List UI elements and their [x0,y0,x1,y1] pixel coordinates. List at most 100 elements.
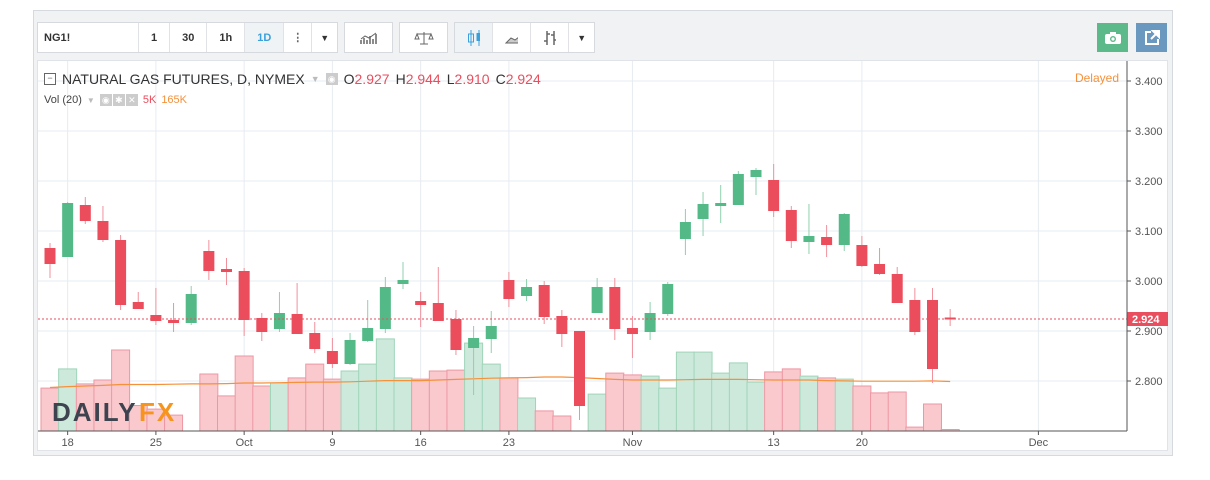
volume-bar [375,338,395,432]
date-tick-label: 16 [415,437,427,449]
volume-settings-icon[interactable]: ✱ [112,94,125,106]
interval-1d[interactable]: 1D [245,23,285,52]
popout-button[interactable] [1136,23,1167,52]
indicators-icon [359,32,377,44]
volume-eye-icon[interactable]: ◉ [99,94,112,106]
candle-body [150,315,162,321]
more-intervals-icon[interactable]: ⋮ [284,23,313,52]
candle-body [538,285,550,317]
volume-bar [834,378,854,432]
candle-body [927,300,938,369]
price-tick-label: 3.300 [1135,126,1163,138]
date-tick-label: Dec [1029,437,1049,449]
candle-body [273,313,285,329]
chart-panel[interactable]: 3.400 3.300 3.200 3.100 3.000 2.900 2.800 18 25 O… [37,60,1168,451]
low-value: 2.910 [454,71,490,87]
bars-button[interactable] [531,23,570,52]
collapse-icon[interactable]: − [44,73,56,85]
volume-bar [605,372,625,432]
candle-body [574,331,585,406]
candle-body [856,245,868,266]
candle-body [785,210,797,241]
volume-bar [693,351,713,432]
date-tick-label: 25 [150,437,162,449]
chart-type-dropdown-icon[interactable]: ▼ [577,32,587,43]
candle-body [168,320,180,323]
chart-toolbar: NG1! 1 30 1h 1D ⋮ ▼ ▼ [37,22,596,53]
date-tick-label: 13 [768,437,780,449]
candle-body [768,180,780,211]
indicators-button[interactable] [345,23,392,52]
volume-bar [287,377,307,432]
interval-1h[interactable]: 1h [207,23,246,52]
volume-ma-line [49,376,951,389]
price-tick-label: 3.100 [1135,226,1163,238]
interval-30[interactable]: 30 [170,23,208,52]
screenshot-button[interactable] [1097,23,1128,52]
candle-body [662,284,674,314]
volume-bar [358,363,378,432]
series-dropdown-icon[interactable]: ▼ [310,74,320,84]
candle-body [609,287,621,329]
volume-close-icon[interactable]: ✕ [125,94,138,106]
visibility-eye-icon[interactable]: ◉ [325,73,338,85]
date-tick-label: 23 [503,437,515,449]
interval-dropdown-icon[interactable]: ▼ [320,32,330,43]
series-legend: − NATURAL GAS FUTURES, D, NYMEX ▼ ◉ O2.9… [44,71,541,87]
candle-body [803,236,815,242]
volume-bar [640,375,660,432]
volume-bar [764,371,784,432]
price-tick-label: 3.000 [1135,276,1163,288]
area-button[interactable] [493,23,532,52]
candle-body [62,203,74,257]
candle-body [397,280,409,284]
volume-bar [781,368,801,432]
symbol-input[interactable]: NG1! [38,23,139,52]
candle-body [750,170,762,177]
volume-bar [517,397,537,432]
external-link-icon [1144,29,1160,45]
date-tick-label: 18 [62,437,74,449]
volume-bar [393,377,413,432]
compare-button[interactable] [400,23,447,52]
volume-bar [322,378,342,432]
candles-button[interactable] [455,23,494,52]
dailyfx-logo: DAILY [52,397,138,427]
volume-bar [552,415,572,432]
candle-body [556,316,568,334]
price-tick-label: 2.800 [1135,376,1163,388]
candle-body [485,326,497,339]
volume-bar [217,395,236,432]
date-tick-label: 20 [856,437,868,449]
interval-1[interactable]: 1 [139,23,171,52]
volume-bar [534,410,554,432]
volume-dropdown-icon[interactable]: ▼ [86,95,95,105]
candle-body [379,287,391,329]
delayed-label: Delayed [1074,71,1119,85]
volume-bar [905,426,925,432]
candle-body [415,301,427,305]
dailyfx-logo-fx: FX [139,397,176,427]
candle-body [503,280,515,299]
candle-body [344,340,356,364]
volume-bar [305,363,325,432]
volume-bar [675,351,695,432]
volume-bar [870,392,890,432]
candle-body [874,264,886,274]
volume-value: 5K [142,94,157,106]
volume-bar [852,385,872,432]
candle-body [591,287,603,313]
candle-body [97,221,109,240]
area-chart-icon [505,36,519,43]
price-tick-label: 3.200 [1135,176,1163,188]
volume-bar [499,377,519,432]
volume-bar [234,355,254,432]
candle-body [626,328,638,334]
candle-body [821,237,833,245]
ohlc-bars-icon [544,30,557,45]
price-chart[interactable]: 3.400 3.300 3.200 3.100 3.000 2.900 2.800 18 25 O… [38,61,1169,452]
volume-bar [658,387,678,432]
volume-bar [481,363,501,432]
candle-body [732,174,744,205]
volume-bar [411,378,431,432]
